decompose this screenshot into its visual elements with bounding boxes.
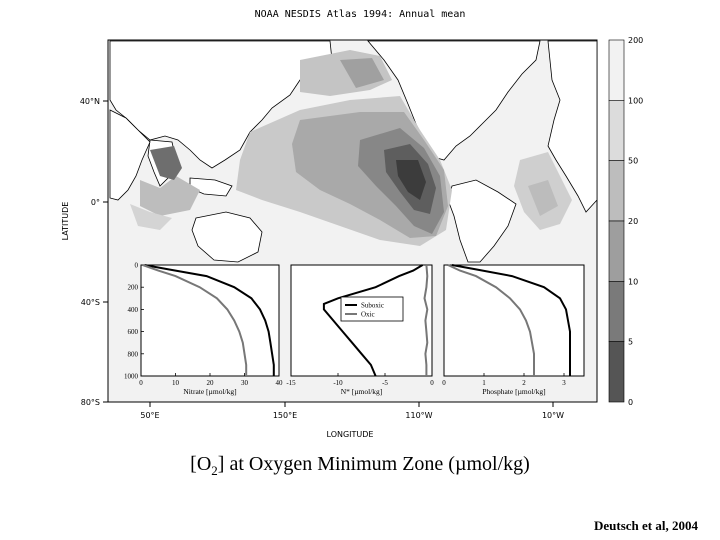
land-australia [191,211,263,263]
x-tick-label: 0 [430,379,434,387]
lat-tick-label: 0° [91,198,100,207]
y-tick-label: 600 [128,328,139,336]
xlabel: LONGITUDE [327,430,374,439]
colorbar-label: 20 [628,217,638,226]
land-north-america [367,40,541,161]
legend-box [340,296,404,322]
y-tick-label: 0 [135,262,139,270]
credit: Deutsch et al, 2004 [594,518,698,533]
lat-tick-label: 40°S [81,298,100,307]
colorbar-swatch [608,281,625,342]
plot-xlabel: N* [µmol/kg] [341,387,383,396]
map-title: NOAA NESDIS Atlas 1994: Annual mean [254,9,466,20]
plot-xlabel: Nitrate [µmol/kg] [183,387,236,396]
land-south-america [447,179,517,263]
profile-plot: 0 1 2 3 Phosphate [µmol/kg] [442,264,585,396]
caption: [O2] at Oxygen Minimum Zone (µmol/kg) [190,453,530,478]
x-tick-label: 30 [241,379,249,387]
colorbar-label: 5 [628,338,633,347]
x-tick-label: 0 [139,379,143,387]
land-masses [109,40,598,263]
colorbar-swatch [608,160,625,222]
x-tick-label: -15 [286,379,296,387]
y-tick-label: 200 [128,284,139,292]
lat-tick-label: 40°N [80,97,100,106]
lat-tick-label: 80°S [81,398,100,407]
profile-line [423,264,429,376]
y-tick-label: 1000 [124,373,139,381]
x-tick-label: 20 [207,379,215,387]
x-tick-label: 10 [172,379,180,387]
colorbar-label: 200 [628,36,643,45]
colorbar-label: 0 [628,398,633,407]
x-tick-label: 1 [482,379,486,387]
colorbar-label: 10 [628,277,638,286]
land-africa [109,109,151,201]
x-tick-label: 0 [442,379,446,387]
profile-line [447,264,535,376]
x-tick-label: -5 [382,379,388,387]
ylabel: LATITUDE [61,202,70,241]
legend-label: Suboxic [361,302,384,310]
x-tick-label: 40 [276,379,284,387]
colorbar-swatch [608,220,625,282]
x-tick-label: 2 [522,379,526,387]
lon-tick-label: 150°E [273,411,297,420]
colorbar-swatch [608,39,625,101]
oxygen-shading [130,50,572,246]
x-tick-label: 3 [562,379,566,387]
x-tick-label: -10 [333,379,343,387]
lon-tick-label: 50°E [140,411,159,420]
plot-frame [140,264,280,377]
plot-frame [443,264,585,377]
colorbar-label: 100 [628,96,643,105]
plot-xlabel: Phosphate [µmol/kg] [482,387,545,396]
y-tick-label: 800 [128,350,139,358]
profile-line [451,264,571,376]
lon-tick-label: 10°W [542,411,564,420]
colorbar-swatch [608,100,625,161]
legend-label: Oxic [361,311,375,319]
colorbar-label: 50 [628,157,638,166]
y-tick-label: 400 [128,306,139,314]
profile-line [142,264,248,376]
land-europe-africa [547,40,598,213]
colorbar-swatch [608,341,625,403]
profile-line [144,264,275,376]
profile-line [322,264,424,377]
lon-tick-label: 110°W [405,411,432,420]
